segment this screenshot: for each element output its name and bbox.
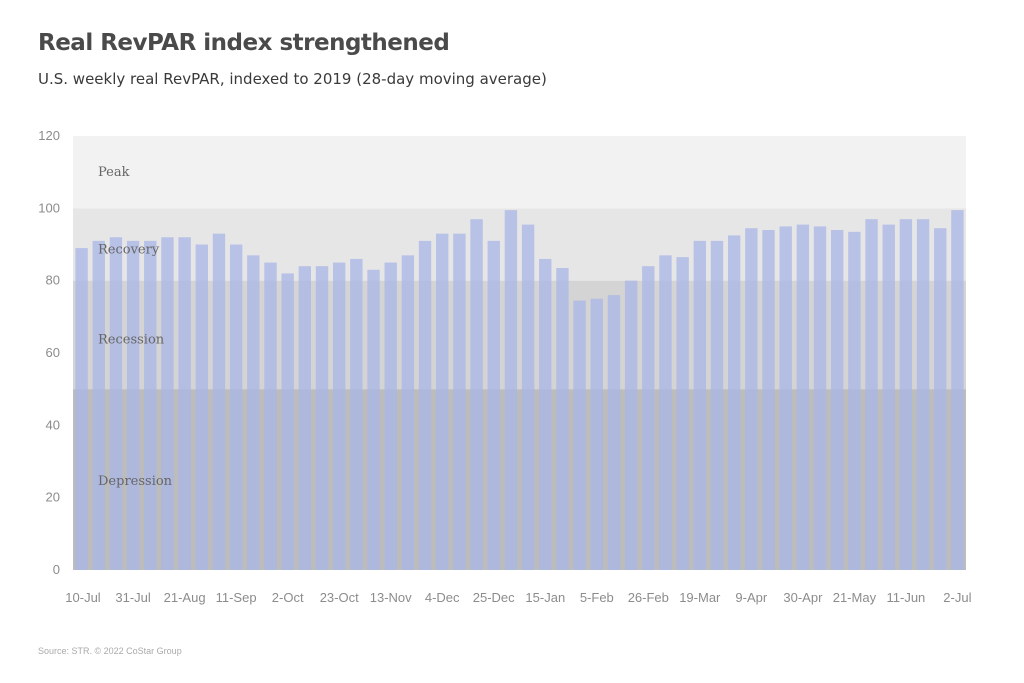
bar-20 bbox=[418, 240, 432, 570]
bar-41 bbox=[779, 226, 792, 571]
x-tick-label: 4-Dec bbox=[425, 590, 460, 605]
bar-42 bbox=[796, 224, 810, 571]
zone-label-recession: Recession bbox=[98, 333, 165, 348]
zone-label-recovery: Recovery bbox=[98, 242, 160, 257]
chart-title: Real RevPAR index strengthened bbox=[38, 30, 450, 56]
x-tick-label: 19-Mar bbox=[679, 590, 721, 605]
bar-38 bbox=[727, 235, 741, 570]
x-tick-label: 10-Jul bbox=[65, 590, 101, 605]
zone-label-peak: Peak bbox=[98, 165, 130, 180]
bar-32 bbox=[624, 280, 638, 570]
x-tick-label: 25-Dec bbox=[473, 590, 515, 605]
bar-1 bbox=[92, 240, 105, 570]
bar-31 bbox=[607, 295, 621, 570]
bar-23 bbox=[470, 219, 483, 570]
x-tick-label: 21-Aug bbox=[164, 590, 206, 605]
bar-17 bbox=[367, 269, 380, 570]
zone-labels: Peak Recovery Recession Depression bbox=[98, 165, 173, 489]
bar-36 bbox=[693, 240, 706, 570]
bar-series bbox=[75, 210, 964, 571]
bar-24 bbox=[487, 240, 500, 570]
x-tick-label: 2-Oct bbox=[272, 590, 304, 605]
bar-0 bbox=[75, 248, 88, 570]
bar-8 bbox=[212, 233, 226, 570]
bar-13 bbox=[298, 266, 312, 570]
y-tick-label: 0 bbox=[53, 562, 60, 577]
x-tick-label: 5-Feb bbox=[580, 590, 614, 605]
bar-3 bbox=[126, 240, 140, 570]
bar-29 bbox=[573, 300, 586, 570]
x-tick-label: 11-Sep bbox=[216, 590, 257, 605]
x-tick-label: 23-Oct bbox=[320, 590, 359, 605]
bar-33 bbox=[642, 266, 655, 570]
bar-15 bbox=[333, 262, 346, 570]
x-tick-label: 21-May bbox=[833, 590, 877, 605]
bar-2 bbox=[109, 237, 123, 570]
source-note: Source: STR. © 2022 CoStar Group bbox=[38, 646, 182, 656]
y-tick-label: 40 bbox=[46, 417, 60, 432]
x-axis: 10-Jul 31-Jul 21-Aug 11-Sep 2-Oct 23-Oct 13-No… bbox=[65, 590, 971, 605]
bar-43 bbox=[813, 226, 827, 571]
bar-12 bbox=[281, 273, 294, 570]
band-peak bbox=[73, 136, 966, 209]
bar-40 bbox=[762, 230, 775, 570]
bar-49 bbox=[916, 219, 930, 570]
bar-21 bbox=[436, 233, 449, 570]
bar-9 bbox=[229, 244, 243, 570]
bar-27 bbox=[539, 258, 552, 570]
x-tick-label: 26-Feb bbox=[628, 590, 669, 605]
bar-48 bbox=[899, 219, 913, 570]
bar-4 bbox=[144, 240, 157, 570]
bar-39 bbox=[745, 228, 758, 571]
x-tick-label: 13-Nov bbox=[370, 590, 412, 605]
bar-47 bbox=[882, 224, 895, 571]
bar-45 bbox=[848, 231, 861, 570]
bar-35 bbox=[676, 257, 689, 570]
x-tick-label: 9-Apr bbox=[735, 590, 767, 605]
bar-34 bbox=[659, 255, 672, 570]
bar-44 bbox=[831, 230, 844, 570]
bar-26 bbox=[521, 224, 535, 571]
bar-16 bbox=[350, 258, 363, 570]
y-tick-label: 60 bbox=[46, 345, 60, 360]
bar-6 bbox=[178, 237, 191, 570]
bar-10 bbox=[247, 255, 260, 570]
bar-37 bbox=[710, 240, 724, 570]
x-tick-label: 31-Jul bbox=[115, 590, 151, 605]
bar-51 bbox=[951, 210, 964, 570]
y-tick-label: 20 bbox=[46, 490, 60, 505]
zone-label-depression: Depression bbox=[98, 474, 173, 489]
bar-11 bbox=[264, 262, 277, 570]
chart-subtitle: U.S. weekly real RevPAR, indexed to 2019… bbox=[38, 70, 547, 88]
y-tick-label: 80 bbox=[46, 273, 60, 288]
x-tick-label: 11-Jun bbox=[887, 590, 926, 605]
bar-50 bbox=[934, 228, 947, 571]
bar-5 bbox=[161, 237, 174, 570]
y-tick-label: 100 bbox=[38, 200, 60, 215]
x-tick-label: 15-Jan bbox=[525, 590, 565, 605]
bar-28 bbox=[556, 268, 569, 570]
bar-19 bbox=[401, 255, 415, 570]
bar-18 bbox=[384, 262, 397, 570]
y-axis: 0 20 40 60 80 100 120 bbox=[38, 128, 60, 577]
bar-22 bbox=[453, 233, 466, 570]
bar-14 bbox=[315, 266, 329, 570]
x-tick-label: 2-Jul bbox=[943, 590, 971, 605]
bar-46 bbox=[865, 219, 878, 570]
bar-25 bbox=[504, 210, 518, 570]
y-tick-label: 120 bbox=[38, 128, 60, 143]
x-tick-label: 30-Apr bbox=[783, 590, 823, 605]
bar-7 bbox=[195, 244, 208, 570]
bar-30 bbox=[590, 298, 603, 570]
